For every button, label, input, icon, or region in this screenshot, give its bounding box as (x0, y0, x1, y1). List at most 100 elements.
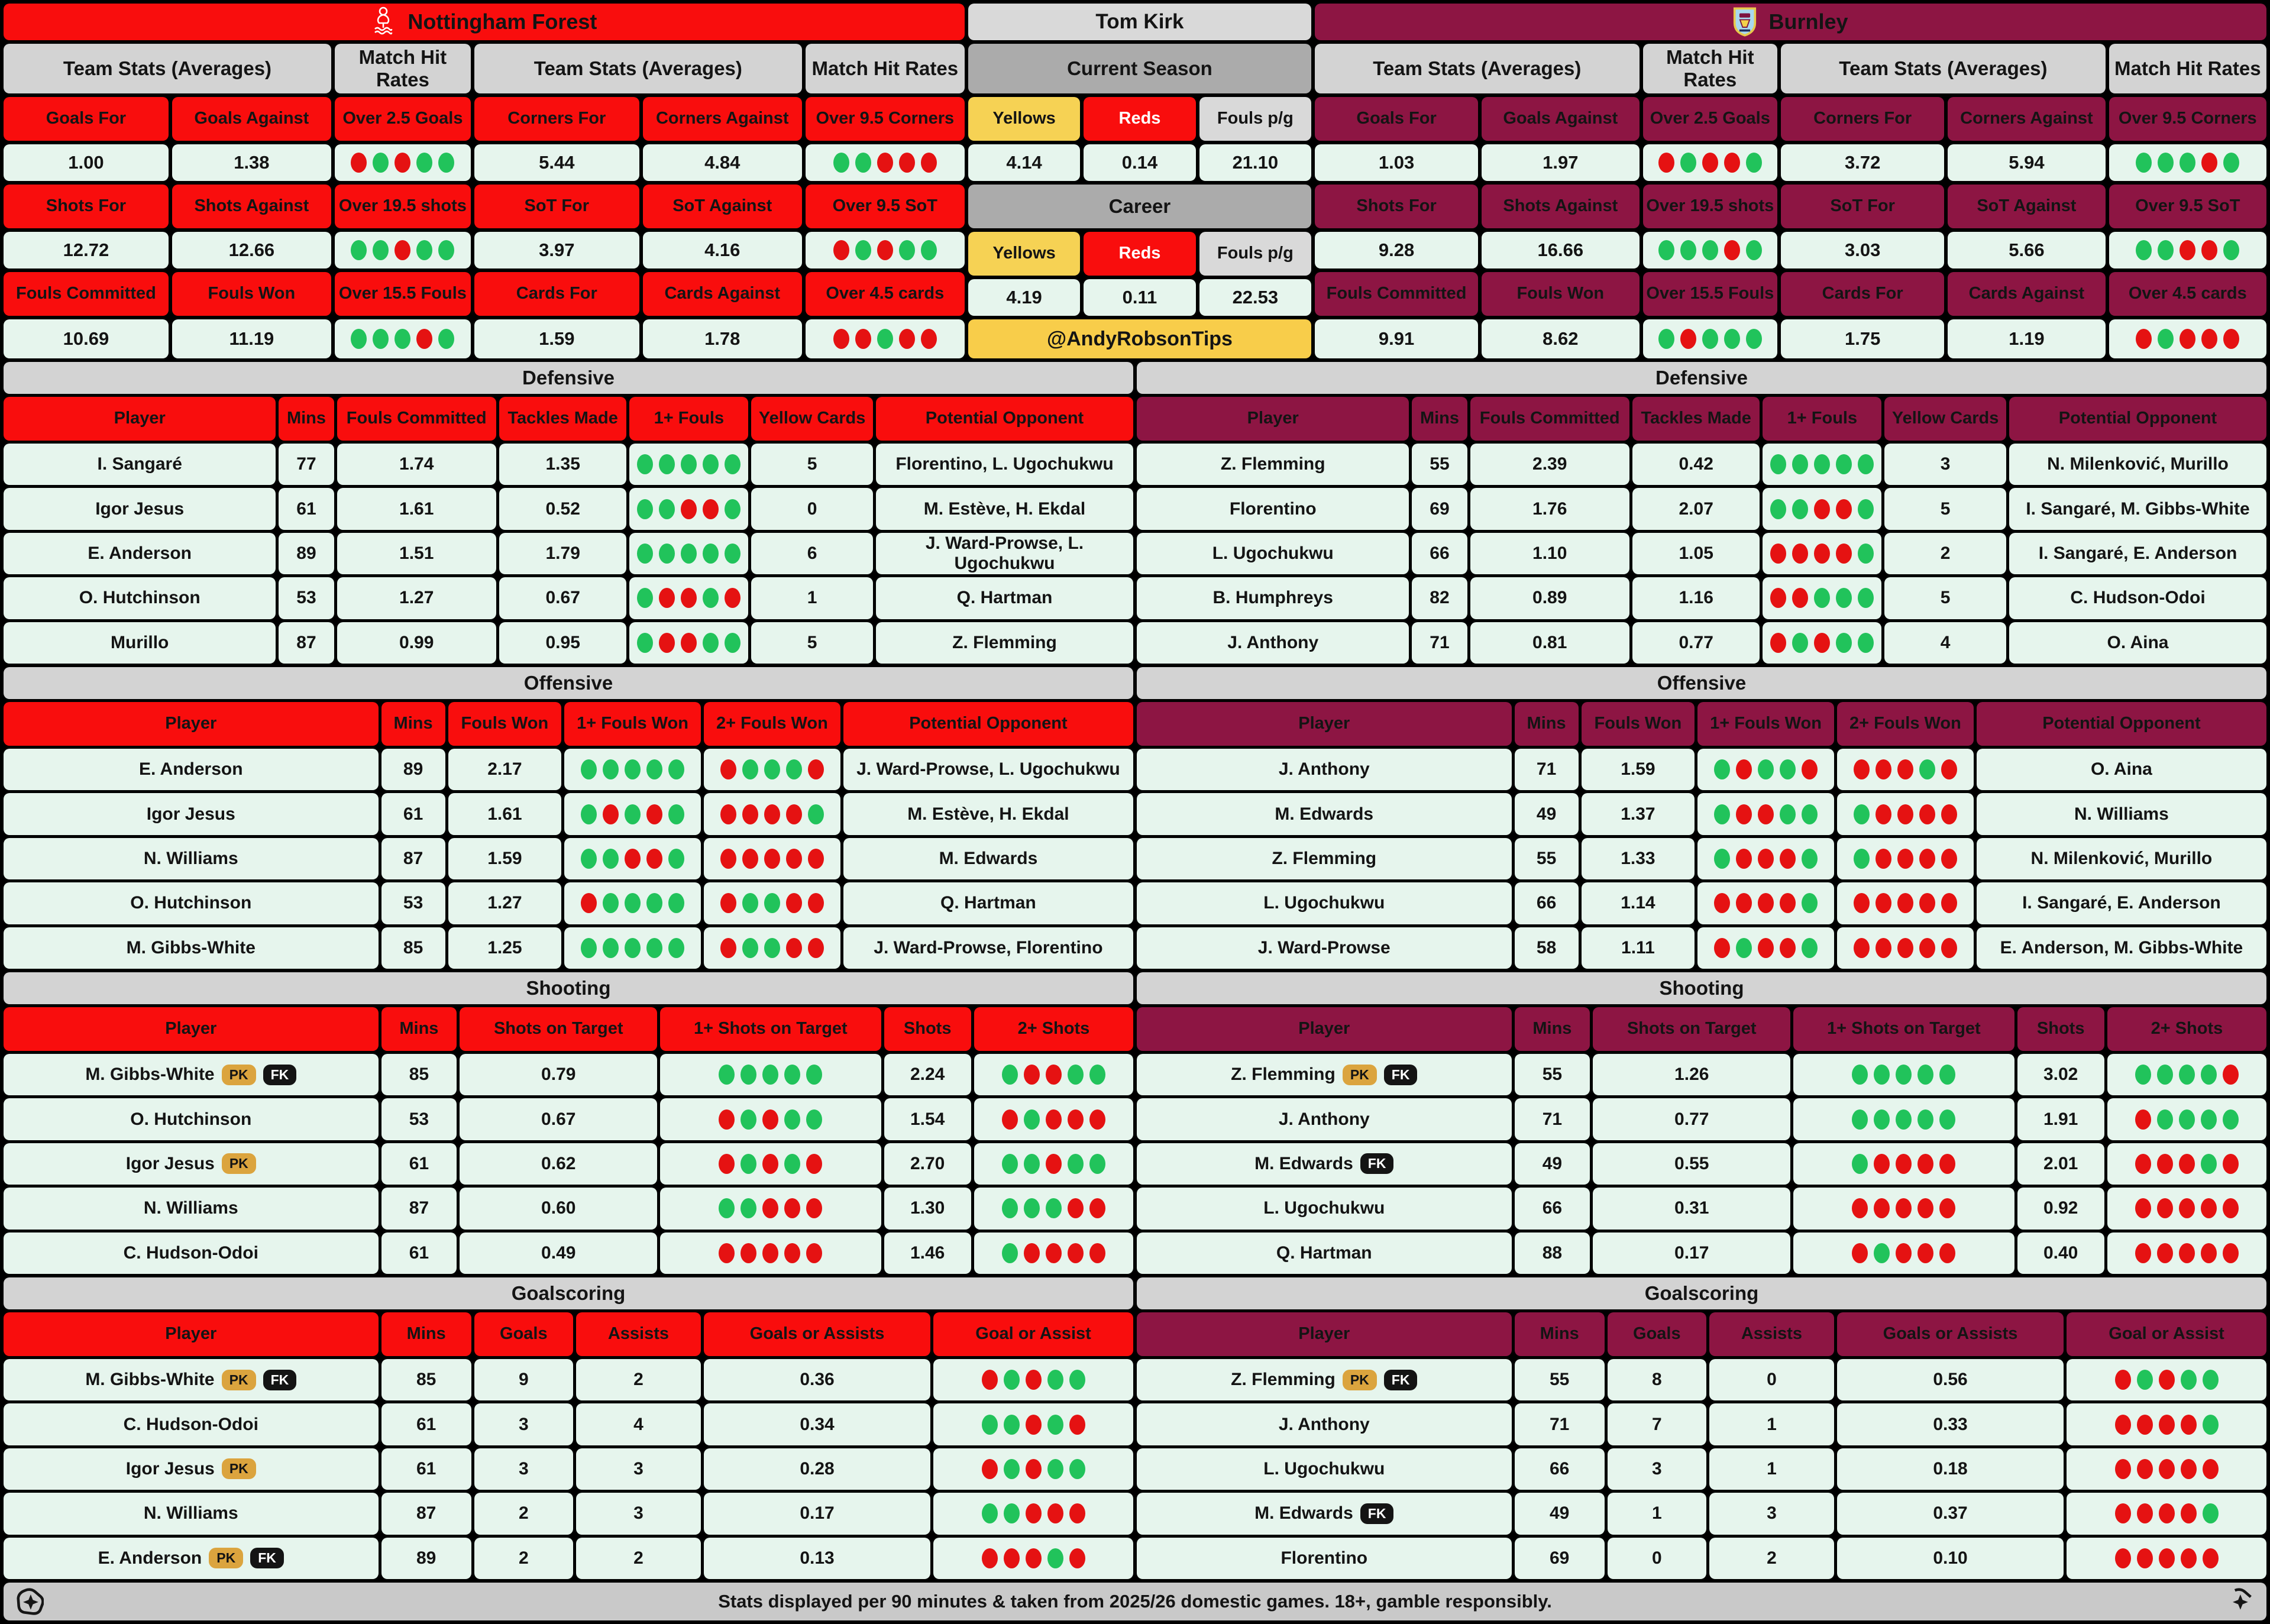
data-cell: 0.77 (1593, 1098, 1791, 1140)
hit-dot-green (703, 632, 719, 653)
hit-dot-green (703, 454, 719, 475)
player-cell: L. Ugochukwu (1137, 532, 1409, 575)
player-cell: N. Williams (4, 837, 379, 880)
hit-dot-green (1802, 937, 1818, 958)
hit-dot-green (2158, 329, 2174, 349)
hit-dot-red (720, 804, 736, 824)
hit-dot-green (784, 1153, 801, 1174)
hit-dot-green (1852, 1109, 1868, 1130)
stat-header: Shots For (4, 185, 169, 228)
hit-rate-cell (660, 1232, 881, 1274)
hit-dot-green (1001, 1243, 1018, 1263)
player-name: Murillo (111, 632, 169, 652)
pk-badge: PK (221, 1153, 256, 1175)
stat-value: 16.66 (1482, 232, 1640, 268)
hit-rate-dots (1001, 1153, 1105, 1174)
hit-dot-green (668, 848, 685, 869)
column-header: Potential Opponent (1976, 702, 2266, 746)
hit-dot-red (762, 1198, 779, 1219)
current-fouls-value: 21.10 (1199, 144, 1312, 181)
hit-rate-dots (981, 1503, 1085, 1524)
hit-dot-green (1003, 1503, 1020, 1524)
stat-header: Goals Against (1482, 97, 1640, 141)
stat-header: Fouls Committed (1315, 272, 1479, 316)
hit-dot-red (1852, 1243, 1868, 1263)
data-cell: 0.33 (1837, 1403, 2064, 1445)
hit-dot-green (1658, 329, 1674, 349)
hit-rate-cell (1697, 882, 1834, 924)
hit-rate-dots (833, 153, 937, 173)
player-cell: E. Anderson PK FK (4, 1537, 379, 1579)
hit-dot-red (877, 153, 893, 173)
hit-rate-cell (1697, 837, 1834, 880)
stats-group-header: Team Stats (Averages) (1315, 44, 1640, 93)
hit-dot-green (764, 759, 780, 780)
hit-dot-red (806, 1153, 823, 1174)
hit-dot-green (1858, 632, 1874, 653)
hit-dot-red (1941, 937, 1957, 958)
hit-dot-red (2158, 1503, 2175, 1524)
column-header: Goals or Assists (704, 1312, 931, 1356)
column-header: 1+ Shots on Target (1793, 1007, 2014, 1051)
hit-dot-red (1875, 937, 1891, 958)
hit-rate-cell (660, 1143, 881, 1185)
column-header: Player (1137, 1007, 1512, 1051)
stat-header: Corners Against (642, 97, 802, 141)
current-reds-value: 0.14 (1084, 144, 1196, 181)
stat-value: 3.03 (1781, 232, 1945, 268)
hit-dot-red (1025, 1414, 1042, 1435)
hit-rate-dots (981, 1370, 1085, 1390)
data-cell: 2.70 (884, 1143, 971, 1185)
hit-rate-cell (933, 1493, 1133, 1535)
column-header: Player (1137, 1312, 1512, 1356)
hit-dot-red (2180, 1414, 2197, 1435)
hit-dot-green (719, 1198, 735, 1219)
data-cell: 61 (381, 793, 445, 835)
hit-dot-red (1758, 937, 1774, 958)
hit-dot-green (625, 804, 641, 824)
hit-dot-red (2178, 1198, 2195, 1219)
stat-value: 3.72 (1781, 144, 1945, 181)
hit-rate-dots (1770, 588, 1874, 609)
hit-dot-red (742, 848, 758, 869)
hit-rate-cell (564, 749, 701, 791)
hit-dot-red (1089, 1198, 1105, 1219)
hit-rate-cell (1763, 532, 1882, 575)
hit-dot-green (1023, 1153, 1040, 1174)
player-cell: Z. Flemming PK FK (1137, 1359, 1512, 1401)
data-cell: 2.01 (2017, 1143, 2104, 1185)
hit-rate-dots (1001, 1065, 1105, 1085)
section-title: Goalscoring (1137, 1277, 2266, 1309)
pk-badge: PK (1342, 1064, 1377, 1085)
hit-rate-dots (2114, 1414, 2219, 1435)
hit-rate-cell (660, 1098, 881, 1140)
data-cell: 0.92 (2017, 1188, 2104, 1230)
data-cell: 2.07 (1632, 488, 1760, 530)
hit-dot-green (1047, 1370, 1063, 1390)
brand-logo-icon (2226, 1588, 2253, 1615)
data-cell: 0.36 (704, 1359, 931, 1401)
hit-dot-green (581, 804, 597, 824)
hit-dot-green (741, 1153, 757, 1174)
hit-dot-green (807, 804, 824, 824)
hit-rate-cell (2067, 1359, 2266, 1401)
stat-value: 8.62 (1482, 319, 1640, 358)
hit-dot-green (1658, 240, 1674, 260)
hit-dot-green (1089, 1153, 1105, 1174)
data-cell: 3 (474, 1448, 573, 1490)
hit-dot-green (1089, 1065, 1105, 1085)
hit-dot-red (1003, 1548, 1020, 1568)
stat-value: 12.66 (172, 232, 331, 268)
player-cell: Murillo (4, 622, 276, 664)
player-name: M. Edwards (1254, 1153, 1353, 1173)
hit-dot-red (898, 329, 915, 349)
data-cell: 0.28 (704, 1448, 931, 1490)
data-cell: 0 (1709, 1359, 1834, 1401)
hit-rate-cell (660, 1054, 881, 1096)
hit-rate-dots (719, 1109, 823, 1130)
hit-rate-cell (1837, 882, 1974, 924)
hit-dot-green (833, 153, 849, 173)
section-title: Shooting (4, 972, 1133, 1004)
stat-header: Over 4.5 cards (805, 272, 965, 316)
stat-header: SoT Against (1948, 185, 2106, 228)
